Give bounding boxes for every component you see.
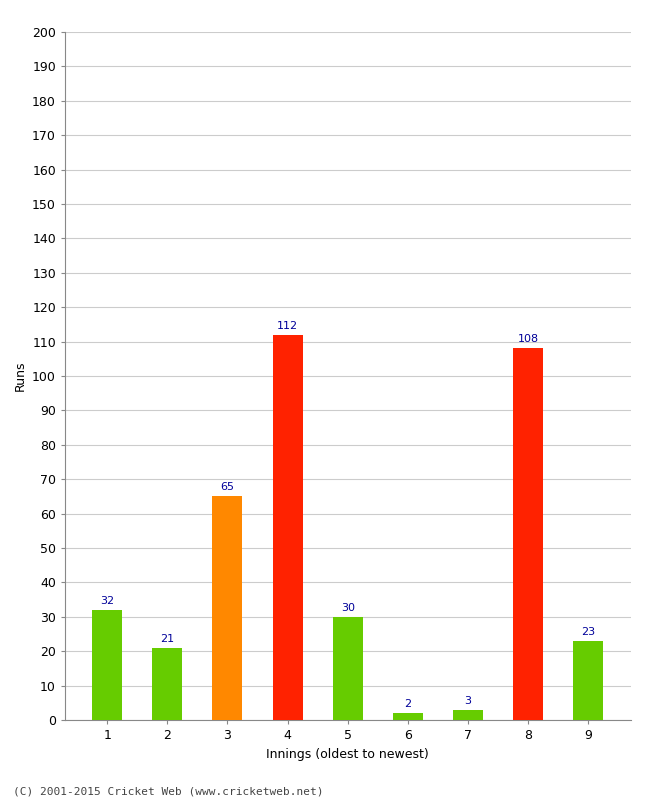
Text: 108: 108: [517, 334, 539, 344]
Bar: [453, 710, 483, 720]
Text: 23: 23: [581, 626, 595, 637]
Text: 112: 112: [277, 321, 298, 330]
Bar: [213, 496, 242, 720]
Text: 21: 21: [160, 634, 174, 644]
Bar: [152, 648, 182, 720]
Text: 65: 65: [220, 482, 235, 492]
Text: 30: 30: [341, 602, 355, 613]
Bar: [272, 334, 303, 720]
Y-axis label: Runs: Runs: [14, 361, 27, 391]
Bar: [333, 617, 363, 720]
X-axis label: Innings (oldest to newest): Innings (oldest to newest): [266, 747, 429, 761]
Text: 2: 2: [404, 699, 411, 709]
Bar: [393, 713, 423, 720]
Text: 3: 3: [465, 695, 471, 706]
Text: (C) 2001-2015 Cricket Web (www.cricketweb.net): (C) 2001-2015 Cricket Web (www.cricketwe…: [13, 786, 324, 796]
Text: 32: 32: [100, 596, 114, 606]
Bar: [573, 641, 603, 720]
Bar: [514, 349, 543, 720]
Bar: [92, 610, 122, 720]
